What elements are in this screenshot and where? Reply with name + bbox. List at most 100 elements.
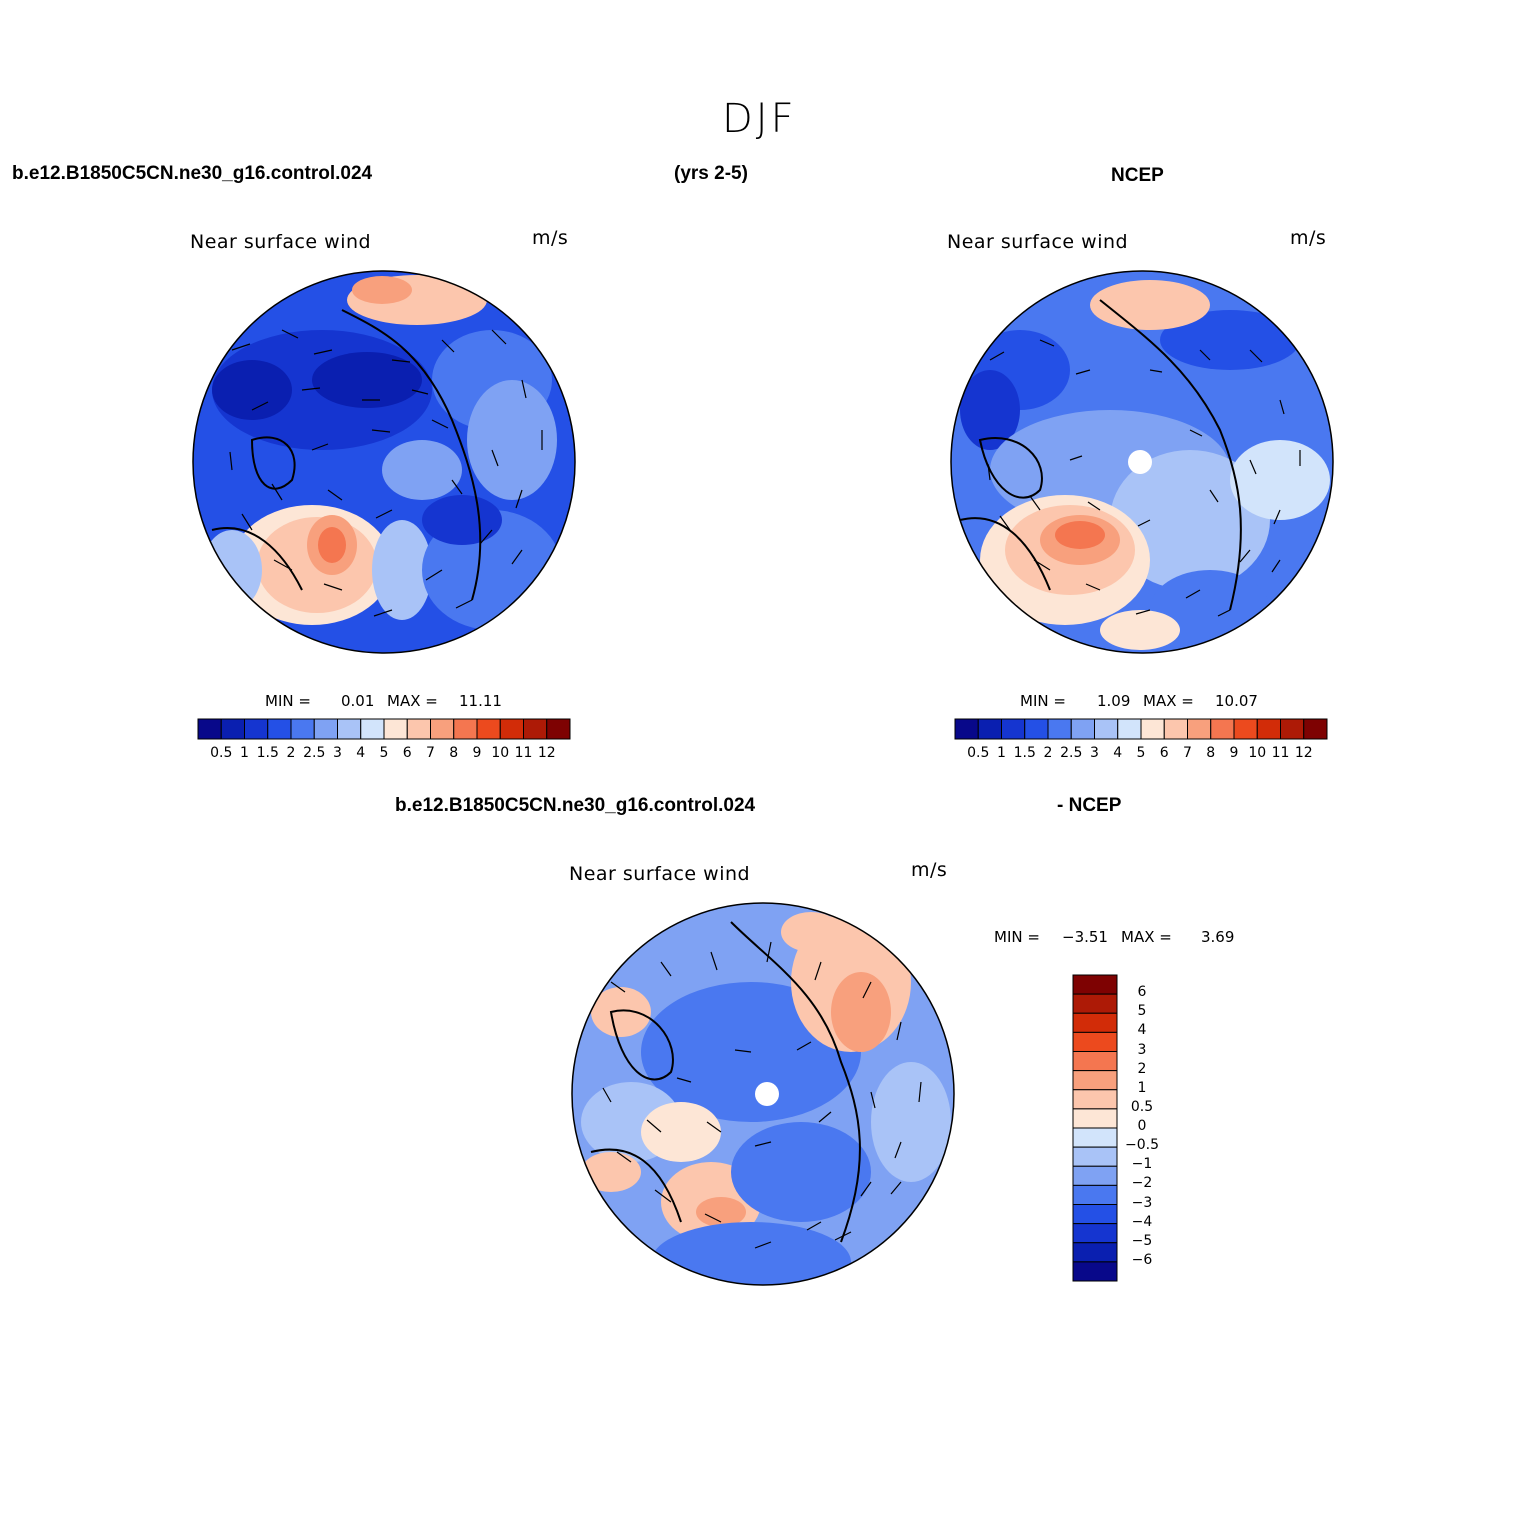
model-colorbar-swatch <box>406 718 431 740</box>
diff-colorbar-swatch <box>1072 1127 1118 1148</box>
model-colorbar-tick-label: 1 <box>240 745 249 761</box>
diff-colorbar-swatch <box>1072 1070 1118 1091</box>
diff-colorbar-swatch <box>1072 1165 1118 1186</box>
obs-colorbar-tick-label: 10 <box>1248 745 1267 761</box>
diff-colorbar-tick-label: 5 <box>1137 1003 1147 1020</box>
obs-panel-units: m/s <box>1290 227 1327 249</box>
diff-obs-header: - NCEP <box>1057 795 1122 816</box>
model-max-label: MAX = <box>387 692 438 710</box>
model-polar-map <box>192 270 576 654</box>
model-colorbar-tick-label: 5 <box>379 745 389 761</box>
obs-colorbar-tick-label: 9 <box>1229 745 1239 761</box>
model-colorbar-swatch <box>453 718 478 740</box>
diff-colorbar-swatch <box>1072 1108 1118 1129</box>
model-colorbar-swatch <box>244 718 269 740</box>
model-colorbar-tick-label: 2 <box>286 745 296 761</box>
diff-colorbar-tick-label: 4 <box>1137 1022 1147 1039</box>
model-colorbar-tick-label: 4 <box>356 745 366 761</box>
model-colorbar-swatch <box>290 718 315 740</box>
diff-colorbar-swatch <box>1072 1242 1118 1263</box>
obs-colorbar-swatch <box>1233 718 1258 740</box>
model-colorbar-tick-label: 9 <box>472 745 482 761</box>
model-colorbar-tick-label: 12 <box>537 745 556 761</box>
obs-colorbar-tick-label: 1 <box>997 745 1006 761</box>
diff-panel-units: m/s <box>911 859 948 881</box>
obs-colorbar-swatch <box>1256 718 1281 740</box>
diff-colorbar-labels: 6 5 4 3 2 1 0.5 0 −0.5 −1 −2 −3 −4 −5 −6 <box>1118 974 1178 1282</box>
model-min-value: 0.01 <box>341 692 375 710</box>
diff-colorbar-tick-label: −2 <box>1131 1175 1153 1192</box>
model-colorbar-tick-label: 6 <box>402 745 412 761</box>
diff-colorbar-tick-label: −6 <box>1131 1251 1153 1268</box>
obs-colorbar-tick-label: 1.5 <box>1013 745 1036 761</box>
model-colorbar-tick-label: 10 <box>491 745 510 761</box>
diff-colorbar-swatch <box>1072 1089 1118 1110</box>
model-panel-title: Near surface wind <box>190 231 372 253</box>
diff-colorbar-swatch <box>1072 1184 1118 1206</box>
diff-panel-title: Near surface wind <box>569 863 751 885</box>
diff-colorbar-swatch <box>1072 1051 1118 1072</box>
obs-max-value: 10.07 <box>1215 692 1258 710</box>
model-colorbar-tick-label: 7 <box>426 745 435 761</box>
diff-colorbar-swatch <box>1072 1261 1118 1282</box>
model-colorbar-swatch <box>383 718 408 740</box>
obs-colorbar-tick-label: 2 <box>1043 745 1053 761</box>
model-colorbar-swatch <box>360 718 385 740</box>
obs-colorbar-swatch <box>1117 718 1142 740</box>
diff-colorbar-swatch <box>1072 1146 1118 1167</box>
diff-colorbar-tick-label: −3 <box>1131 1194 1153 1211</box>
obs-colorbar-labels: 0.5 1 1.5 2 2.5 3 4 5 6 7 8 9 10 11 12 <box>955 745 1327 765</box>
years-header: (yrs 2-5) <box>674 163 748 184</box>
model-colorbar-labels: 0.5 1 1.5 2 2.5 3 4 5 6 7 8 9 10 11 12 <box>198 745 570 765</box>
diff-colorbar-tick-label: 0.5 <box>1130 1098 1154 1115</box>
obs-colorbar-tick-label: 12 <box>1294 745 1313 761</box>
obs-colorbar-swatch <box>1140 718 1165 740</box>
model-colorbar-tick-label: 2.5 <box>303 745 326 761</box>
obs-colorbar-swatch <box>1070 718 1095 740</box>
obs-colorbar-tick-label: 5 <box>1136 745 1146 761</box>
diff-colorbar-tick-label: 3 <box>1137 1041 1147 1058</box>
model-colorbar-tick-label: 0.5 <box>210 745 233 761</box>
obs-colorbar-swatch <box>954 718 979 740</box>
figure-title: DJF <box>722 96 797 142</box>
obs-colorbar-swatch <box>1001 718 1026 740</box>
obs-colorbar-tick-label: 8 <box>1206 745 1216 761</box>
obs-colorbar-swatch <box>977 718 1002 740</box>
diff-max-label: MAX = <box>1121 928 1172 946</box>
diff-colorbar-swatch <box>1072 993 1118 1014</box>
obs-colorbar-swatch <box>1094 718 1119 740</box>
diff-polar-map <box>571 902 955 1286</box>
diff-colorbar-tick-label: 0 <box>1137 1118 1147 1134</box>
obs-colorbar-tick-label: 0.5 <box>967 745 990 761</box>
obs-colorbar-swatch <box>1303 718 1328 740</box>
model-colorbar-tick-label: 8 <box>449 745 459 761</box>
diff-colorbar-swatch <box>1072 1223 1118 1244</box>
model-panel-units: m/s <box>532 227 569 249</box>
model-colorbar <box>197 718 571 740</box>
obs-name-header: NCEP <box>1111 165 1164 186</box>
model-colorbar-swatch <box>476 718 501 740</box>
diff-colorbar-tick-label: −4 <box>1131 1213 1153 1230</box>
diff-colorbar-tick-label: −0.5 <box>1125 1137 1159 1154</box>
obs-polar-map <box>950 270 1334 654</box>
diff-colorbar-tick-label: −5 <box>1131 1232 1153 1249</box>
model-colorbar-tick-label: 3 <box>333 745 342 761</box>
model-max-value: 11.11 <box>459 692 502 710</box>
model-colorbar-swatch <box>313 718 338 740</box>
obs-colorbar-tick-label: 2.5 <box>1060 745 1083 761</box>
diff-colorbar-swatch <box>1072 1031 1118 1053</box>
model-colorbar-swatch <box>220 718 245 740</box>
obs-panel-title: Near surface wind <box>947 231 1129 253</box>
diff-colorbar-swatch <box>1072 1204 1118 1225</box>
obs-colorbar-swatch <box>1187 718 1212 740</box>
model-colorbar-tick-label: 1.5 <box>256 745 279 761</box>
diff-colorbar-tick-label: 2 <box>1137 1060 1147 1077</box>
diff-colorbar-tick-label: −1 <box>1131 1156 1153 1173</box>
obs-colorbar-tick-label: 6 <box>1159 745 1169 761</box>
diff-min-label: MIN = <box>994 928 1040 946</box>
model-colorbar-swatch <box>197 718 222 740</box>
model-colorbar-swatch <box>267 718 292 740</box>
diff-colorbar-tick-label: 6 <box>1137 984 1147 1001</box>
obs-colorbar-swatch <box>1163 718 1188 740</box>
diff-min-value: −3.51 <box>1062 928 1108 946</box>
